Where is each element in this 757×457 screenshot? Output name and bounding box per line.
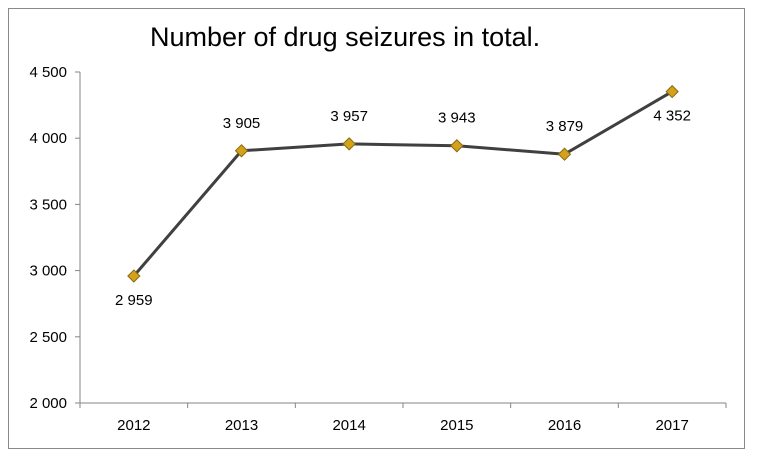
data-point-marker xyxy=(127,269,141,283)
data-label: 3 879 xyxy=(546,118,584,135)
x-tick-label: 2016 xyxy=(548,417,581,434)
data-point-marker xyxy=(557,147,572,161)
data-point-marker xyxy=(234,144,249,158)
data-label: 3 905 xyxy=(223,115,261,132)
y-tick-label: 3 000 xyxy=(29,263,67,280)
y-tick-label: 3 500 xyxy=(29,196,67,213)
x-tick-label: 2013 xyxy=(225,417,258,434)
x-tick-label: 2014 xyxy=(332,417,365,434)
x-tick-label: 2015 xyxy=(440,417,473,434)
chart-frame xyxy=(8,8,745,449)
data-point-marker xyxy=(342,137,356,151)
y-tick-label: 2 500 xyxy=(29,329,67,346)
data-label: 4 352 xyxy=(653,108,691,125)
y-tick-label: 4 000 xyxy=(29,130,67,147)
x-tick-label: 2012 xyxy=(117,417,150,434)
chart-title: Number of drug seizures in total. xyxy=(150,22,541,52)
data-point-marker xyxy=(450,139,464,153)
data-label: 3 957 xyxy=(330,108,368,125)
data-label: 2 959 xyxy=(115,292,153,309)
y-tick-label: 4 500 xyxy=(29,64,67,81)
y-tick-label: 2 000 xyxy=(29,395,67,412)
data-point-marker xyxy=(665,84,679,99)
data-label: 3 943 xyxy=(438,110,476,127)
x-tick-label: 2017 xyxy=(655,417,688,434)
series-line xyxy=(132,90,673,278)
